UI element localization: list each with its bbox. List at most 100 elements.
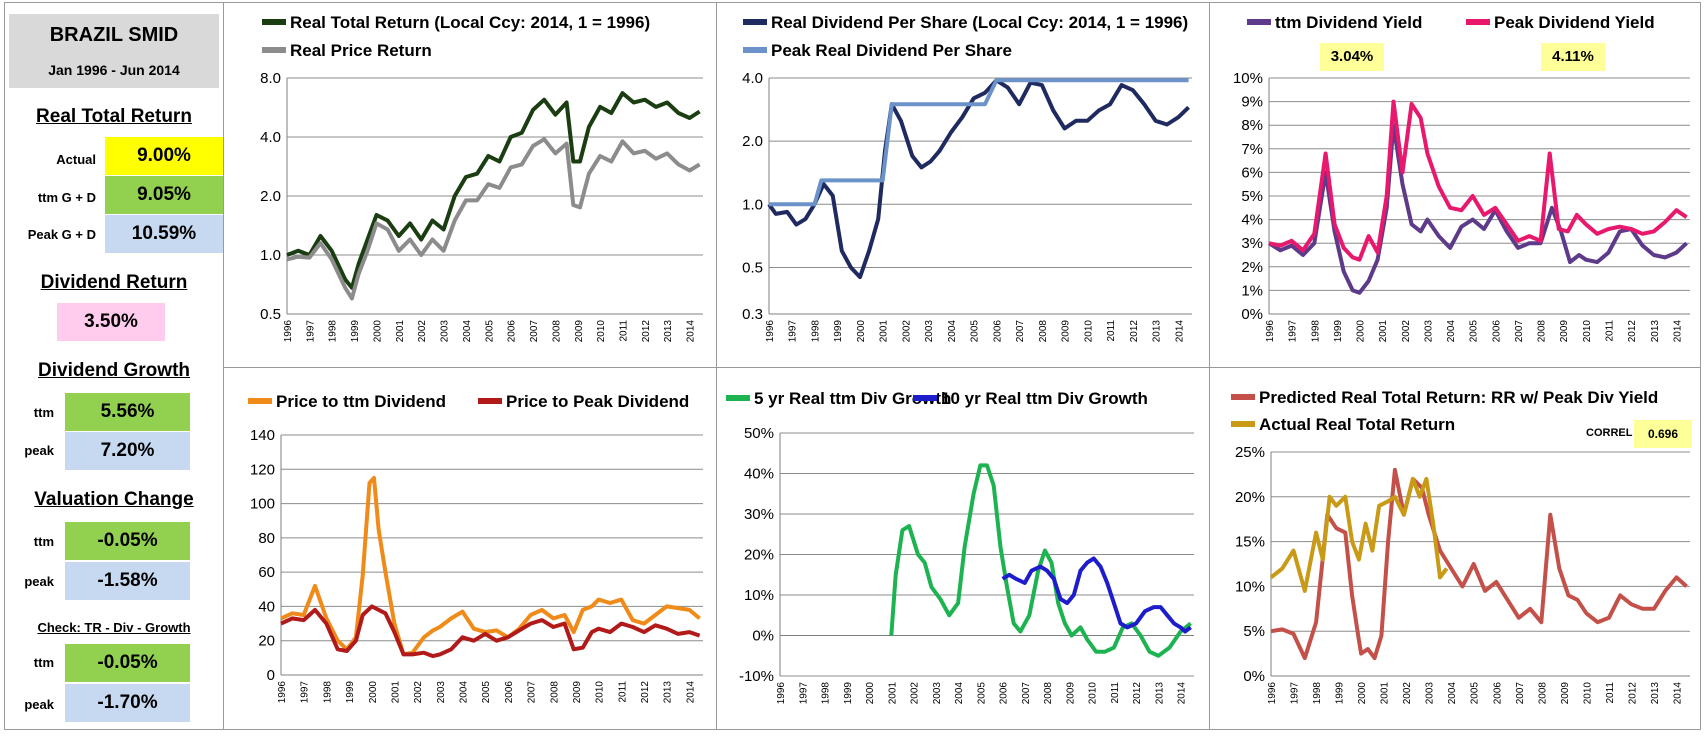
series-line [280,604,701,659]
check-heading: Check: TR - Div - Growth [37,620,191,635]
series-line [1270,467,1688,661]
y-tick-label: 30% [744,506,774,523]
y-tick-label: 1.0 [260,247,281,264]
x-tick-label: 2010 [1088,682,1099,705]
legend-label: ttm Dividend Yield [1275,13,1422,32]
value-box: -1.70% [65,684,190,722]
peak-yield-annotation: 4.11% [1541,43,1605,71]
x-tick-label: 1998 [821,682,832,705]
x-tick-label: 2008 [1537,682,1548,705]
y-tick-label: 5% [1243,623,1265,640]
x-tick-label: 2013 [1152,320,1163,343]
row-label: ttm [33,655,54,670]
x-tick-label: 2002 [901,320,912,343]
x-tick-label: 1997 [300,681,311,704]
y-tick-label: 120 [250,461,275,478]
divider [223,367,1701,368]
title-box: BRAZIL SMID Jan 1996 - Jun 2014 [9,14,219,88]
legend-label: Peak Dividend Yield [1494,13,1655,32]
y-tick-label: 20 [258,633,275,650]
x-tick-label: 2004 [947,320,958,343]
value-box: 9.00% [105,137,223,175]
x-tick-label: 2003 [1425,682,1436,705]
y-tick-label: 20% [1235,489,1265,506]
real-total-return-heading: Real Total Return [36,106,192,127]
series-line [1267,123,1688,295]
x-tick-label: 2009 [1065,682,1076,705]
x-tick-label: 2011 [1605,682,1616,704]
legend-label: 10 yr Real ttm Div Growth [941,389,1148,408]
value-box: 5.56% [65,393,190,431]
x-tick-label: 1998 [1310,320,1321,343]
x-tick-label: 1998 [1312,682,1323,705]
x-tick-label: 1996 [765,320,776,343]
x-tick-label: 2001 [1380,682,1391,705]
x-tick-label: 2014 [1177,682,1188,705]
x-tick-label: 2014 [1174,320,1185,343]
x-tick-label: 1996 [277,681,288,704]
y-tick-label: 0 [267,667,275,684]
divider [716,2,717,730]
x-tick-label: 2008 [551,320,562,343]
x-tick-label: 1997 [788,320,799,343]
x-tick-label: 2006 [504,681,515,704]
series-line [1268,99,1688,262]
x-tick-label: 1999 [833,320,844,343]
x-tick-label: 2002 [413,681,424,704]
x-tick-label: 1997 [798,682,809,705]
x-tick-label: 2000 [372,320,383,343]
x-tick-label: 2001 [1378,320,1389,343]
x-tick-label: 1996 [1267,682,1278,705]
y-tick-label: 0% [1243,668,1265,685]
legend-label: Price to Peak Dividend [506,392,689,411]
y-tick-label: 5% [1241,188,1263,205]
x-tick-label: 2010 [595,681,606,704]
x-tick-label: 2009 [1560,682,1571,705]
x-tick-label: 2007 [1515,682,1526,705]
x-tick-label: 2004 [1447,682,1458,705]
y-tick-label: 50% [744,425,774,442]
legend-label: Price to ttm Dividend [276,392,446,411]
series-line [286,137,701,301]
y-tick-label: 10% [1235,578,1265,595]
x-tick-label: 2011 [1106,320,1117,342]
x-tick-label: 1997 [1290,682,1301,705]
x-tick-label: 2004 [1446,320,1457,343]
x-tick-label: 2002 [417,320,428,343]
x-tick-label: 2011 [1110,682,1121,704]
y-tick-label: 40% [744,466,774,483]
y-tick-label: 3% [1241,235,1263,252]
value-box: -1.58% [65,562,190,600]
value-box: 9.05% [105,176,223,214]
x-tick-label: 2014 [686,320,697,343]
row-label: peak [24,443,54,458]
row-label: ttm [33,405,54,420]
x-tick-label: 2009 [572,681,583,704]
x-tick-label: 2006 [992,320,1003,343]
y-tick-label: 60 [258,564,275,581]
y-tick-label: 15% [1235,534,1265,551]
x-tick-label: 2007 [529,320,540,343]
x-tick-label: 2014 [685,681,696,704]
x-tick-label: 2008 [1043,682,1054,705]
y-tick-label: 2% [1241,259,1263,276]
x-tick-label: 2008 [1038,320,1049,343]
y-tick-label: 40 [258,598,275,615]
x-tick-label: 2009 [1061,320,1072,343]
x-tick-label: 2002 [910,682,921,705]
y-tick-label: 8.0 [260,70,281,87]
y-tick-label: 100 [250,496,275,513]
dividend-return-heading: Dividend Return [40,272,188,293]
x-tick-label: 2005 [481,681,492,704]
x-tick-label: 2010 [1582,320,1593,343]
legend-label: Actual Real Total Return [1259,415,1455,434]
y-tick-label: 2.0 [260,188,281,205]
x-tick-label: 2002 [1402,682,1413,705]
x-tick-label: 1999 [1335,682,1346,705]
x-tick-label: 2007 [527,681,538,704]
row-label: Actual [56,152,96,167]
legend-label: Real Dividend Per Share (Local Ccy: 2014… [771,13,1188,32]
dividend-growth-heading: Dividend Growth [38,360,190,381]
x-tick-label: 2004 [459,681,470,704]
